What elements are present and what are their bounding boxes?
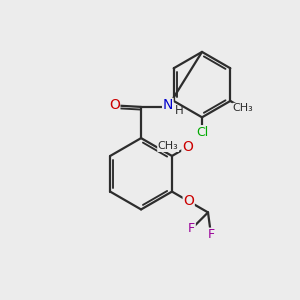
Text: O: O [182, 140, 193, 154]
Text: O: O [183, 194, 194, 208]
Text: O: O [109, 98, 120, 112]
Text: Cl: Cl [196, 126, 208, 139]
Text: CH₃: CH₃ [158, 141, 178, 152]
Text: F: F [207, 228, 214, 241]
Text: N: N [163, 98, 173, 112]
Text: H: H [175, 104, 184, 117]
Text: F: F [188, 222, 195, 235]
Text: CH₃: CH₃ [233, 103, 254, 113]
